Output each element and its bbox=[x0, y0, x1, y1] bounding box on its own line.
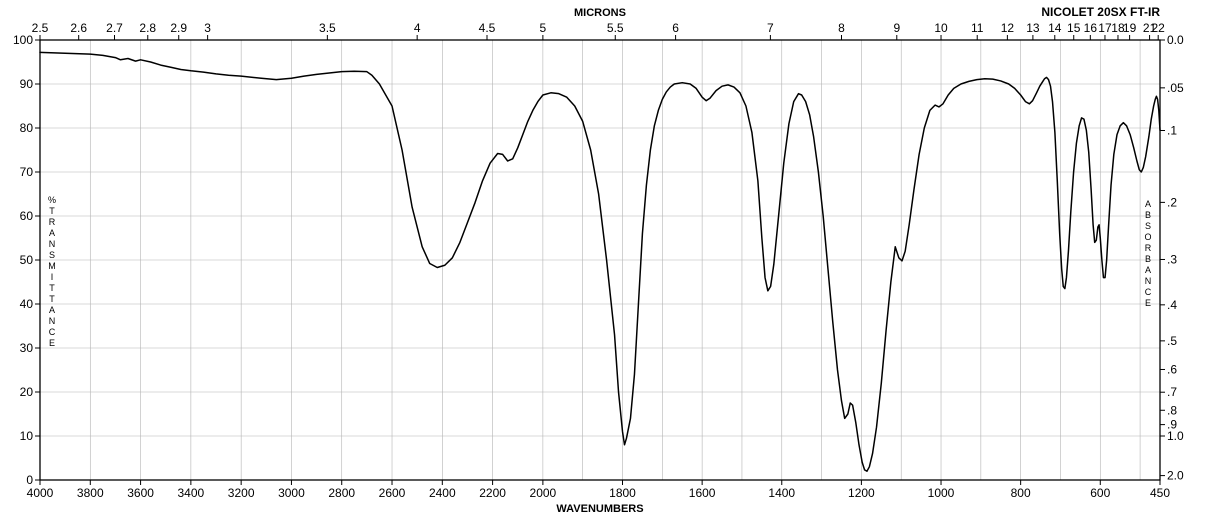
right-tick-label: .3 bbox=[1167, 252, 1177, 266]
top-tick-label: 15 bbox=[1067, 21, 1081, 35]
top-tick-label: 2.8 bbox=[139, 21, 156, 35]
bottom-tick-label: 2000 bbox=[530, 486, 557, 500]
left-axis-title-letter: T bbox=[49, 283, 55, 293]
right-tick-label: .7 bbox=[1167, 385, 1177, 399]
top-tick-label: 5.5 bbox=[607, 21, 624, 35]
right-axis-title-letter: E bbox=[1145, 298, 1151, 308]
bottom-tick-label: 4000 bbox=[27, 486, 54, 500]
bottom-tick-label: 1600 bbox=[689, 486, 716, 500]
top-axis-title: MICRONS bbox=[574, 7, 626, 19]
right-axis-title-letter: O bbox=[1144, 232, 1151, 242]
bottom-tick-label: 800 bbox=[1011, 486, 1031, 500]
bottom-tick-label: 1200 bbox=[848, 486, 875, 500]
left-axis-title-letter: M bbox=[48, 261, 56, 271]
top-tick-label: 12 bbox=[1001, 21, 1015, 35]
bottom-tick-label: 2200 bbox=[479, 486, 506, 500]
right-tick-label: .6 bbox=[1167, 362, 1177, 376]
bottom-tick-label: 1800 bbox=[609, 486, 636, 500]
top-tick-label: 7 bbox=[767, 21, 774, 35]
right-tick-label: .05 bbox=[1167, 81, 1184, 95]
right-axis-title-letter: N bbox=[1145, 276, 1152, 286]
bottom-tick-label: 2400 bbox=[429, 486, 456, 500]
left-axis-title-letter: C bbox=[49, 327, 56, 337]
left-axis-title-letter: T bbox=[49, 206, 55, 216]
left-tick-label: 90 bbox=[20, 77, 34, 91]
bottom-tick-label: 3600 bbox=[127, 486, 154, 500]
right-tick-label: 0.0 bbox=[1167, 33, 1184, 47]
left-axis-title-letter: A bbox=[49, 305, 55, 315]
right-tick-label: .2 bbox=[1167, 195, 1177, 209]
left-tick-label: 50 bbox=[20, 253, 34, 267]
top-tick-label: 2.6 bbox=[70, 21, 87, 35]
top-tick-label: 13 bbox=[1026, 21, 1040, 35]
bottom-tick-label: 1400 bbox=[768, 486, 795, 500]
left-tick-label: 60 bbox=[20, 209, 34, 223]
left-axis-title-letter: N bbox=[49, 239, 56, 249]
top-tick-label: 3.5 bbox=[319, 21, 336, 35]
bottom-tick-label: 1000 bbox=[928, 486, 955, 500]
right-tick-label: .8 bbox=[1167, 403, 1177, 417]
left-axis-title-letter: E bbox=[49, 338, 55, 348]
top-tick-label: 19 bbox=[1123, 21, 1137, 35]
left-tick-label: 40 bbox=[20, 297, 34, 311]
top-tick-label: 3 bbox=[204, 21, 211, 35]
right-tick-label: 1.0 bbox=[1167, 429, 1184, 443]
right-axis-title-letter: B bbox=[1145, 254, 1151, 264]
top-tick-label: 6 bbox=[672, 21, 679, 35]
left-tick-label: 100 bbox=[13, 33, 33, 47]
left-axis-title-letter: R bbox=[49, 217, 56, 227]
left-tick-label: 70 bbox=[20, 165, 34, 179]
bottom-tick-label: 450 bbox=[1150, 486, 1170, 500]
top-tick-label: 5 bbox=[540, 21, 547, 35]
bottom-tick-label: 3200 bbox=[228, 486, 255, 500]
left-tick-label: 80 bbox=[20, 121, 34, 135]
left-tick-label: 30 bbox=[20, 341, 34, 355]
top-tick-label: 4 bbox=[414, 21, 421, 35]
top-tick-label: 2.9 bbox=[170, 21, 187, 35]
left-tick-label: 20 bbox=[20, 385, 34, 399]
top-tick-label: 9 bbox=[893, 21, 900, 35]
left-tick-label: 10 bbox=[20, 429, 34, 443]
right-axis-title-letter: S bbox=[1145, 221, 1151, 231]
right-axis-title-letter: A bbox=[1145, 265, 1151, 275]
top-tick-label: 4.5 bbox=[479, 21, 496, 35]
top-tick-label: 2.5 bbox=[32, 21, 49, 35]
bottom-tick-label: 3000 bbox=[278, 486, 305, 500]
right-axis-title-letter: C bbox=[1145, 287, 1152, 297]
left-axis-title-letter: % bbox=[48, 195, 56, 205]
left-axis-title-letter: S bbox=[49, 250, 55, 260]
bottom-tick-label: 2800 bbox=[328, 486, 355, 500]
top-tick-label: 22 bbox=[1152, 21, 1166, 35]
right-axis-title-letter: R bbox=[1145, 243, 1152, 253]
bottom-axis-title: WAVENUMBERS bbox=[556, 503, 643, 515]
left-tick-label: 0 bbox=[26, 473, 33, 487]
top-tick-label: 17 bbox=[1098, 21, 1112, 35]
bottom-tick-label: 600 bbox=[1090, 486, 1110, 500]
top-tick-label: 10 bbox=[934, 21, 948, 35]
top-tick-label: 14 bbox=[1048, 21, 1062, 35]
bottom-tick-label: 3800 bbox=[77, 486, 104, 500]
right-tick-label: 2.0 bbox=[1167, 469, 1184, 483]
left-axis-title-letter: T bbox=[49, 294, 55, 304]
left-axis-title-letter: A bbox=[49, 228, 55, 238]
top-tick-label: 16 bbox=[1084, 21, 1098, 35]
instrument-label: NICOLET 20SX FT-IR bbox=[1041, 5, 1160, 19]
ir-spectrum-chart: 4000380036003400320030002800260024002200… bbox=[0, 0, 1218, 528]
bottom-tick-label: 3400 bbox=[178, 486, 205, 500]
right-tick-label: .5 bbox=[1167, 334, 1177, 348]
top-tick-label: 11 bbox=[971, 21, 984, 35]
left-axis-title-letter: N bbox=[49, 316, 56, 326]
right-tick-label: .4 bbox=[1167, 298, 1177, 312]
top-tick-label: 8 bbox=[838, 21, 845, 35]
right-tick-label: .1 bbox=[1167, 123, 1177, 137]
left-axis-title-letter: I bbox=[51, 272, 54, 282]
top-tick-label: 2.7 bbox=[106, 21, 123, 35]
bottom-tick-label: 2600 bbox=[379, 486, 406, 500]
right-axis-title-letter: B bbox=[1145, 210, 1151, 220]
right-axis-title-letter: A bbox=[1145, 199, 1151, 209]
